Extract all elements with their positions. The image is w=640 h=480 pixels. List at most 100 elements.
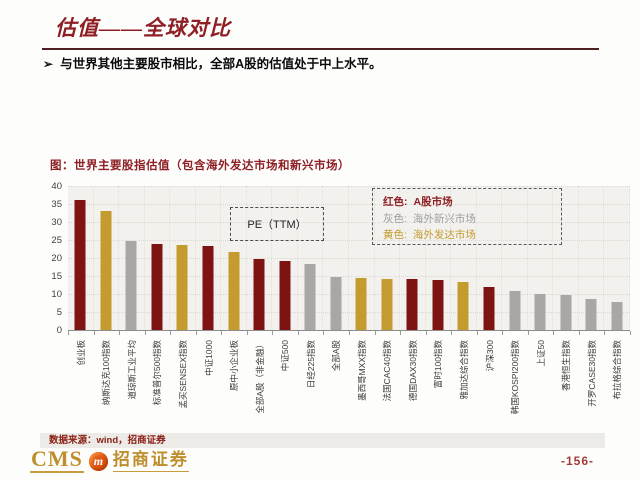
axis-tick [95,331,121,335]
axis-tick [120,331,146,335]
bar [560,294,572,330]
bar-cell [553,186,579,330]
logo-badge-icon: m [88,451,108,471]
axis-tick [197,331,223,335]
x-axis-label: 香港恒生指数 [561,340,572,392]
page-title: 估值——全球对比 [55,16,231,40]
axis-tick [427,331,453,335]
legend-label: 海外新兴市场 [412,212,476,225]
x-axis-label: 法国CAC40指数 [382,340,393,402]
axis-tick [350,331,376,335]
bar-cell [272,186,298,330]
chart-title: 图：世界主要股指估值（包含海外发达市场和新兴市场） [50,160,350,172]
axis-tick [248,331,274,335]
bar [432,279,444,330]
bar [381,278,393,330]
axis-tick [376,331,402,335]
axis-tick [401,331,427,335]
y-axis-tick-label: 30 [51,216,62,228]
x-axis-label: 纳斯达克100指数 [101,340,112,406]
bar-cell [400,186,426,330]
bar [457,282,469,330]
y-axis-tick-label: 40 [51,180,62,192]
axis-tick [171,331,197,335]
bar [253,259,265,330]
bar [151,243,163,330]
bars-container [68,186,631,330]
x-axis-label: 上证50 [535,340,546,367]
axis-tick [299,331,325,335]
bar [100,211,112,330]
y-axis-tick-label: 0 [56,324,62,336]
bar-cell [451,186,477,330]
title-divider [42,48,599,50]
bar-cell [528,186,554,330]
y-axis-tick-label: 10 [51,288,62,300]
page-number: -156- [560,454,594,468]
legend-prefix: 灰色: [383,212,407,225]
bar-cell [170,186,196,330]
bullet-arrow-icon: ➢ [43,57,54,71]
x-axis-label: 原中小企业板 [229,340,240,392]
bar [330,276,342,330]
x-axis-label: 韩国KOSPI200指数 [510,340,521,415]
bullet-line: ➢ 与世界其他主要股市相比，全部A股的估值处于中上水平。 [43,56,603,72]
bar-cell [375,186,401,330]
y-axis-tick-label: 15 [51,270,62,282]
bar [509,291,521,330]
x-axis-label: 孟买SENSEX指数 [177,340,188,409]
x-axis-labels: 创业板 纳斯达克100指数 道琼斯工业平均 标准普尔500指数 孟买SENSEX指数 中证… [68,338,630,431]
bar [355,277,367,330]
x-axis-label: 雅加达综合指数 [458,340,469,400]
axis-tick [222,331,248,335]
x-axis-label: 富时100指数 [433,340,444,389]
plot-area: PE（TTM） 红色: A股市场 灰色: 海外新兴市场 黄色: 海外发达市场 [68,186,631,331]
bar-cell [247,186,273,330]
x-axis-label: 中证1000 [203,340,214,376]
pe-ttm-box: PE（TTM） [230,207,324,241]
legend-prefix: 黄色: [383,229,407,241]
x-axis-label: 全部A股（非金融） [254,340,265,414]
legend-label: 海外发达市场 [412,229,476,241]
axis-tick [273,331,299,335]
y-axis: 40 35 30 25 20 15 10 5 0 [40,153,65,336]
bar-cell [349,186,375,330]
x-axis-label: 创业板 [75,340,86,366]
bar-cell [604,186,631,330]
bar [611,301,623,330]
source-strip: 数据来源：wind，招商证券 [40,433,605,448]
bar [228,251,240,330]
bar [534,294,546,330]
axis-tick [452,331,478,335]
y-axis-tick-label: 25 [51,234,62,246]
x-axis-label: 日经225指数 [305,340,316,389]
axis-tick [605,331,632,335]
bar [176,245,188,330]
legend-row-a-share: 红色: A股市场 [383,194,561,211]
axis-tick [503,331,529,335]
axis-tick [580,331,606,335]
legend-row-emerging: 灰色: 海外新兴市场 [383,211,561,228]
bar-cell [196,186,222,330]
logo-cms-text: CMS [30,446,84,473]
legend-label: A股市场 [413,196,453,208]
axis-tick [324,331,351,335]
y-axis-tick-label: 35 [51,198,62,210]
bar-cell [68,186,94,330]
axis-tick [478,331,504,335]
bar-cell [221,186,247,330]
bar [406,279,418,330]
bar-cell [426,186,452,330]
chart-legend: 红色: A股市场 灰色: 海外新兴市场 黄色: 海外发达市场 [372,188,562,245]
bar [483,287,495,330]
bar-cell [579,186,605,330]
bar [125,240,137,330]
x-axis-label: 沪深300 [484,340,495,372]
axis-tick [69,331,95,335]
y-axis-tick-label: 5 [56,306,62,318]
bar-cell [298,186,324,330]
axis-tick [529,331,555,335]
logo-company-text: 招商证券 [112,451,189,472]
cms-logo: CMS m 招商证券 [30,446,189,473]
